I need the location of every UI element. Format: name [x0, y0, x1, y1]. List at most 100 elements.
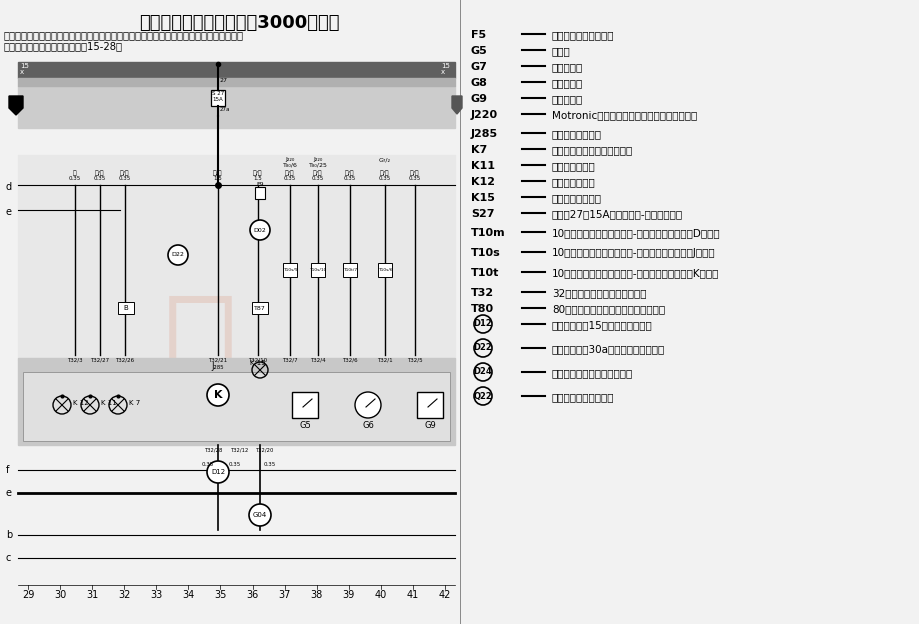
Text: T10t: T10t	[471, 268, 499, 278]
Text: D12: D12	[473, 319, 492, 328]
Text: e: e	[6, 488, 12, 498]
Text: e: e	[6, 207, 12, 217]
Text: 车速里程表: 车速里程表	[551, 78, 583, 88]
Text: 0.35: 0.35	[229, 462, 241, 467]
Text: d: d	[6, 182, 12, 192]
Text: 手制动指示及制动液位警告灯（15-28）: 手制动指示及制动液位警告灯（15-28）	[4, 41, 123, 51]
Text: 蓝/黑: 蓝/黑	[95, 170, 105, 176]
Text: 基本电路电路图（桑塔纳3000轿车）: 基本电路电路图（桑塔纳3000轿车）	[139, 14, 339, 32]
Text: T80: T80	[471, 304, 494, 314]
Text: 组合仪表控制单元: 组合仪表控制单元	[551, 129, 601, 139]
Text: K11: K11	[471, 161, 494, 171]
Text: 41: 41	[406, 590, 418, 600]
Bar	[416, 392, 443, 418]
Bar	[311, 263, 324, 277]
Text: J₂₂₀
T₈₀/25: J₂₂₀ T₈₀/25	[308, 157, 327, 168]
Text: G6: G6	[362, 421, 373, 430]
Bar	[118, 302, 134, 314]
Text: T10s/10: T10s/10	[309, 268, 326, 272]
Bar	[18, 155, 455, 360]
Bar	[18, 78, 455, 86]
Text: T32/27: T32/27	[90, 357, 109, 362]
Text: G7: G7	[471, 62, 487, 72]
Text: 0.35: 0.35	[201, 462, 214, 467]
Bar	[291, 392, 318, 418]
Text: 36: 36	[246, 590, 258, 600]
Text: 32: 32	[118, 590, 130, 600]
Text: 32针插头，蓝色，在组合仪表上: 32针插头，蓝色，在组合仪表上	[551, 288, 646, 298]
Text: 蓝/白: 蓝/白	[345, 170, 355, 176]
Text: 油压高压报警灯: 油压高压报警灯	[551, 177, 596, 187]
Text: T32: T32	[471, 288, 494, 298]
Text: T10s: T10s	[471, 248, 500, 258]
Text: b: b	[6, 530, 12, 540]
Text: D22: D22	[171, 253, 184, 258]
Text: 白/棕: 白/棕	[410, 170, 419, 176]
Circle shape	[207, 384, 229, 406]
Text: T32/20: T32/20	[255, 447, 274, 452]
Text: 27: 27	[220, 78, 228, 83]
Text: K7: K7	[471, 145, 487, 155]
Text: 0.35: 0.35	[284, 177, 296, 182]
Circle shape	[207, 461, 229, 483]
Text: 35: 35	[214, 590, 226, 600]
Text: c: c	[6, 553, 11, 563]
Text: K 12: K 12	[73, 400, 88, 406]
Text: J₂₂₀
T₈₀/6: J₂₂₀ T₈₀/6	[282, 157, 297, 168]
Text: 15: 15	[20, 63, 28, 69]
Text: 组合仪表控制单元、转速表、车速里程表、数字计程表、油压报警灯、行李箱开门警告灯、: 组合仪表控制单元、转速表、车速里程表、数字计程表、油压报警灯、行李箱开门警告灯、	[4, 30, 244, 40]
Text: 40: 40	[374, 590, 387, 600]
Text: T32/6: T32/6	[342, 357, 357, 362]
Circle shape	[168, 245, 187, 265]
Text: x: x	[440, 69, 445, 75]
Text: T32/21: T32/21	[209, 357, 227, 362]
Text: 10针插头，棕色，在继电器-保险丝支架顶面上（J号位）: 10针插头，棕色，在继电器-保险丝支架顶面上（J号位）	[551, 248, 715, 258]
Text: T10s/9: T10s/9	[282, 268, 297, 272]
Text: 白/蓝: 白/蓝	[380, 170, 390, 176]
Text: T32/26: T32/26	[115, 357, 134, 362]
FancyArrow shape	[451, 96, 461, 114]
Text: 蓝/红: 蓝/红	[213, 170, 222, 176]
Text: 红/蓝: 红/蓝	[253, 170, 263, 176]
Text: B: B	[123, 305, 129, 311]
Circle shape	[355, 392, 380, 418]
Text: J220: J220	[471, 110, 497, 120]
Text: K15: K15	[471, 193, 494, 203]
Text: 31: 31	[86, 590, 98, 600]
Bar	[378, 263, 391, 277]
Text: K 7: K 7	[129, 400, 140, 406]
Text: 0.35: 0.35	[408, 177, 421, 182]
Text: 10针插头，橙色，在继电器-保险丝支架顶面上（K号位）: 10针插头，橙色，在继电器-保险丝支架顶面上（K号位）	[551, 268, 719, 278]
Text: T32/28: T32/28	[205, 447, 223, 452]
Text: F9: F9	[255, 182, 264, 187]
Text: 15A: 15A	[212, 97, 223, 102]
Bar	[210, 90, 225, 106]
Bar	[252, 302, 267, 314]
Text: x: x	[20, 69, 24, 75]
Text: 0.35: 0.35	[264, 462, 276, 467]
Text: 正极连接线（30a），在仪表板线束内: 正极连接线（30a），在仪表板线束内	[551, 344, 664, 354]
Text: 42: 42	[438, 590, 450, 600]
Text: T87: T87	[254, 306, 266, 311]
Text: K 11: K 11	[101, 400, 117, 406]
Text: J285: J285	[471, 129, 497, 139]
Text: 行李箱照明灯接触开关: 行李箱照明灯接触开关	[551, 30, 614, 40]
Text: 手制动指示及制动液位警告灯: 手制动指示及制动液位警告灯	[551, 145, 632, 155]
Text: K 15: K 15	[250, 360, 266, 366]
Text: 行李箱开关警告灯: 行李箱开关警告灯	[551, 193, 601, 203]
Text: S 27: S 27	[211, 91, 224, 96]
Text: 正极连接线（15），在仪表线束内: 正极连接线（15），在仪表线束内	[551, 320, 652, 330]
Text: K12: K12	[471, 177, 494, 187]
Bar	[255, 187, 265, 199]
Text: T32/1: T32/1	[377, 357, 392, 362]
Text: T32/3: T32/3	[67, 357, 83, 362]
Text: D24: D24	[473, 368, 492, 376]
Text: F5: F5	[471, 30, 485, 40]
Text: K: K	[213, 390, 222, 400]
Text: D02: D02	[254, 228, 267, 233]
Text: T32/12: T32/12	[231, 447, 249, 452]
Text: 0.35: 0.35	[312, 177, 323, 182]
Text: 0.35: 0.35	[379, 177, 391, 182]
Text: 34: 34	[182, 590, 194, 600]
Text: D12: D12	[210, 469, 225, 475]
